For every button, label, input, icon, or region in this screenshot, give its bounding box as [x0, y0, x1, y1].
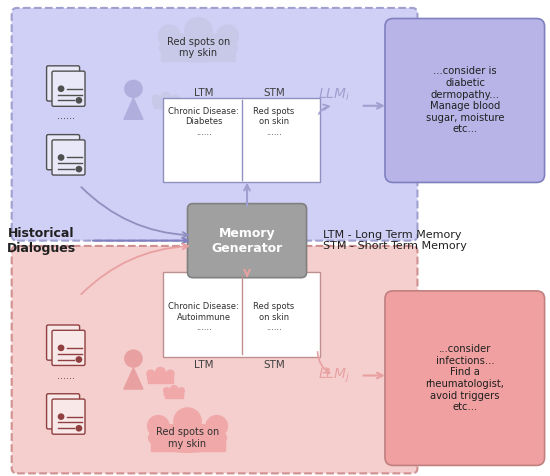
- FancyBboxPatch shape: [47, 325, 80, 360]
- Text: Red spots
on skin
......: Red spots on skin ......: [254, 302, 295, 332]
- Circle shape: [58, 86, 64, 91]
- Circle shape: [71, 161, 76, 167]
- FancyBboxPatch shape: [52, 140, 85, 175]
- Ellipse shape: [147, 373, 173, 383]
- FancyBboxPatch shape: [163, 272, 320, 357]
- Circle shape: [76, 357, 81, 362]
- Circle shape: [58, 345, 64, 350]
- Text: LTM: LTM: [194, 88, 213, 98]
- Circle shape: [147, 370, 155, 377]
- FancyBboxPatch shape: [188, 204, 306, 278]
- FancyBboxPatch shape: [12, 8, 417, 241]
- FancyBboxPatch shape: [47, 135, 80, 170]
- FancyBboxPatch shape: [47, 394, 80, 429]
- FancyBboxPatch shape: [161, 47, 235, 61]
- Ellipse shape: [164, 390, 184, 398]
- Text: ...consider
infections...
Find a
rheumatologist,
avoid triggers
etc...: ...consider infections... Find a rheumat…: [426, 344, 504, 412]
- Circle shape: [76, 426, 81, 431]
- FancyBboxPatch shape: [47, 66, 80, 101]
- Circle shape: [168, 99, 174, 105]
- Circle shape: [172, 116, 178, 121]
- Circle shape: [175, 34, 192, 51]
- Circle shape: [176, 118, 181, 123]
- FancyBboxPatch shape: [148, 378, 173, 383]
- Text: STM: STM: [263, 360, 285, 370]
- FancyBboxPatch shape: [151, 437, 224, 451]
- Circle shape: [178, 388, 184, 394]
- Text: Chronic Disease:
Diabetes
......: Chronic Disease: Diabetes ......: [168, 107, 239, 137]
- Circle shape: [53, 409, 58, 414]
- Circle shape: [186, 116, 192, 121]
- FancyBboxPatch shape: [52, 71, 85, 106]
- Circle shape: [168, 390, 173, 395]
- FancyBboxPatch shape: [153, 103, 178, 108]
- Circle shape: [71, 352, 76, 357]
- Ellipse shape: [160, 33, 237, 62]
- Circle shape: [170, 386, 178, 393]
- Circle shape: [53, 340, 58, 345]
- FancyBboxPatch shape: [385, 291, 544, 466]
- Circle shape: [125, 80, 142, 97]
- Circle shape: [158, 25, 180, 46]
- Circle shape: [174, 408, 201, 435]
- Text: LTM: LTM: [194, 360, 213, 370]
- Text: LTM - Long Term Memory
STM - Short Term Memory: LTM - Long Term Memory STM - Short Term …: [323, 230, 466, 251]
- Circle shape: [185, 18, 212, 44]
- Circle shape: [164, 388, 169, 394]
- Circle shape: [53, 81, 58, 86]
- Circle shape: [164, 425, 182, 442]
- Polygon shape: [124, 368, 143, 389]
- Circle shape: [183, 118, 188, 123]
- Text: ...consider is
diabetic
dermopathy...
Manage blood
sugar, moisture
etc...: ...consider is diabetic dermopathy... Ma…: [426, 67, 504, 135]
- Circle shape: [172, 95, 179, 103]
- Ellipse shape: [153, 98, 179, 108]
- FancyBboxPatch shape: [52, 399, 85, 434]
- Circle shape: [71, 92, 76, 98]
- Polygon shape: [124, 98, 143, 119]
- Circle shape: [194, 425, 211, 442]
- Circle shape: [175, 390, 180, 395]
- FancyBboxPatch shape: [12, 246, 417, 473]
- Circle shape: [206, 416, 228, 436]
- Circle shape: [158, 99, 164, 105]
- Circle shape: [167, 370, 174, 377]
- Circle shape: [156, 367, 166, 377]
- Ellipse shape: [172, 118, 192, 126]
- Circle shape: [178, 113, 186, 121]
- Text: Red spots on
my skin: Red spots on my skin: [167, 37, 230, 59]
- Ellipse shape: [148, 424, 227, 452]
- Circle shape: [147, 416, 169, 436]
- Text: $LLM_i$: $LLM_i$: [317, 87, 350, 103]
- Text: Red spots on
my skin: Red spots on my skin: [156, 427, 219, 449]
- Circle shape: [152, 373, 159, 379]
- Circle shape: [162, 373, 168, 379]
- Circle shape: [217, 25, 238, 46]
- Text: STM: STM: [263, 88, 285, 98]
- Circle shape: [58, 414, 64, 419]
- Circle shape: [53, 149, 58, 155]
- Circle shape: [71, 420, 76, 426]
- Circle shape: [76, 167, 81, 172]
- Text: ......: ......: [57, 111, 75, 121]
- FancyBboxPatch shape: [173, 121, 191, 125]
- Text: ......: ......: [57, 370, 75, 380]
- Circle shape: [125, 350, 142, 367]
- Circle shape: [152, 95, 160, 103]
- FancyBboxPatch shape: [52, 330, 85, 366]
- Text: $LLM_j$: $LLM_j$: [317, 367, 350, 385]
- Text: Memory
Generator: Memory Generator: [211, 227, 283, 255]
- Circle shape: [204, 34, 222, 51]
- Circle shape: [161, 92, 170, 102]
- Circle shape: [76, 98, 81, 103]
- FancyBboxPatch shape: [165, 394, 183, 398]
- Text: Red spots
on skin
......: Red spots on skin ......: [254, 107, 295, 137]
- Text: Historical
Dialogues: Historical Dialogues: [7, 227, 76, 255]
- Circle shape: [58, 155, 64, 160]
- Text: Chronic Disease:
Autoimmune
......: Chronic Disease: Autoimmune ......: [168, 302, 239, 332]
- FancyBboxPatch shape: [385, 19, 544, 182]
- FancyBboxPatch shape: [163, 98, 320, 182]
